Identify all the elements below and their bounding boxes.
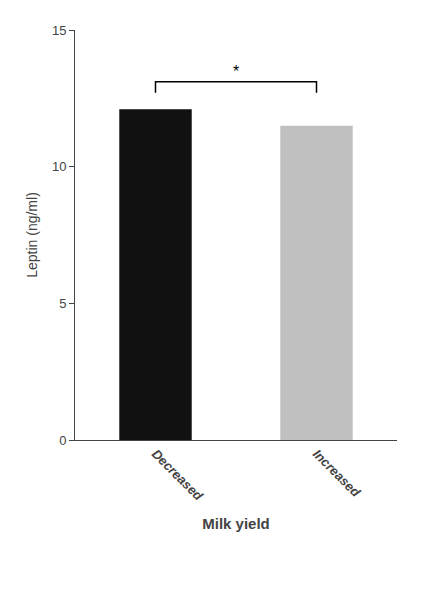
svg-text:15: 15 xyxy=(52,23,66,38)
svg-text:Milk yield: Milk yield xyxy=(202,515,270,532)
svg-text:Increased: Increased xyxy=(310,446,364,500)
svg-text:Decreased: Decreased xyxy=(149,446,207,504)
svg-text:5: 5 xyxy=(59,296,66,311)
svg-text:*: * xyxy=(233,63,239,80)
svg-text:10: 10 xyxy=(52,159,66,174)
svg-text:0: 0 xyxy=(59,433,66,448)
svg-text:Leptin (ng/ml): Leptin (ng/ml) xyxy=(24,192,40,278)
